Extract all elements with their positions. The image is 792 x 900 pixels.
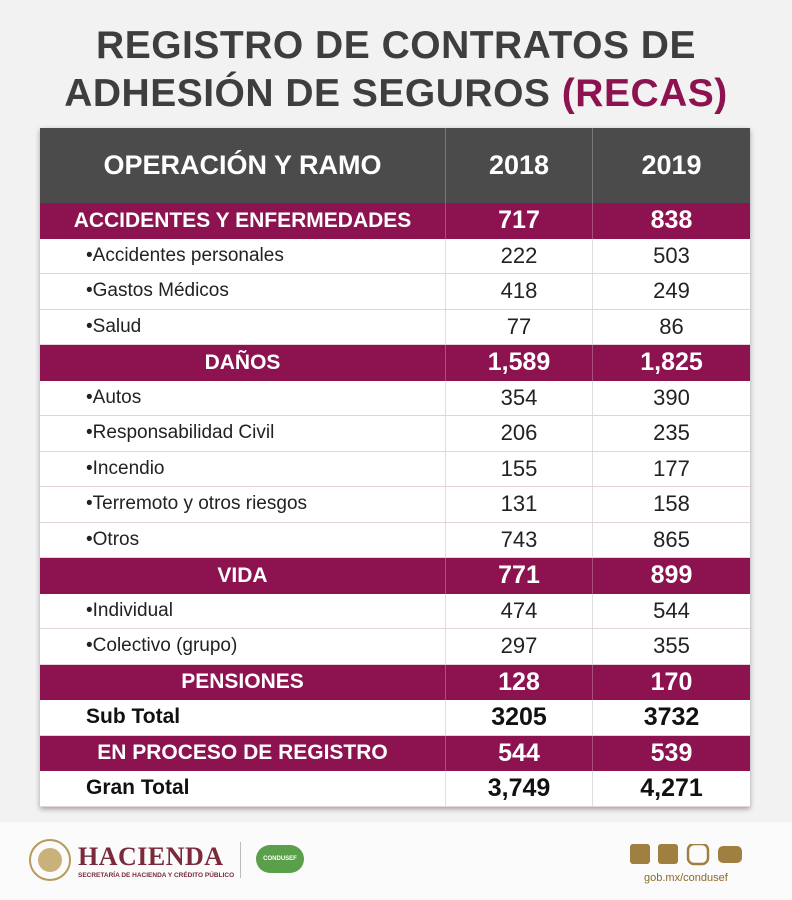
emblem — [29, 839, 71, 881]
cell-value: 297 — [445, 629, 592, 664]
cell-value: 474 — [445, 593, 592, 628]
title-highlight: (RECAS) — [561, 72, 728, 115]
item-row: •Gastos Médicos 418 249 — [40, 274, 750, 310]
item-row: •Responsabilidad Civil 206 235 — [40, 416, 750, 452]
cell-value: 86 — [592, 309, 750, 344]
cell-value: 838 — [592, 203, 750, 239]
section-row: EN PROCESO DE REGISTRO 544 539 — [40, 735, 750, 771]
item-row: •Individual 474 544 — [40, 593, 750, 629]
cell-value: 206 — [445, 416, 592, 451]
total-row: Sub Total 3205 3732 — [40, 700, 750, 736]
section-row: ACCIDENTES Y ENFERMEDADES 717 838 — [40, 203, 750, 239]
row-label: DAÑOS — [204, 350, 281, 374]
cell-value: 743 — [445, 522, 592, 557]
cell-value: 249 — [592, 274, 750, 309]
column-header: 2019 — [592, 128, 750, 203]
title-text: ADHESIÓN DE SEGUROS — [64, 72, 551, 115]
row-label: •Salud — [86, 315, 142, 337]
cell-value: 235 — [592, 416, 750, 451]
cell-value: 503 — [592, 238, 750, 273]
cell-value: 77 — [445, 309, 592, 344]
row-label: PENSIONES — [181, 670, 304, 694]
item-row: •Accidentes personales 222 503 — [40, 238, 750, 274]
column-header: OPERACIÓN Y RAMO — [103, 150, 382, 180]
item-row: •Otros 743 865 — [40, 522, 750, 558]
footer: HACIENDA SECRETARÍA DE HACIENDA Y CRÉDIT… — [0, 822, 792, 900]
row-label: •Colectivo (grupo) — [86, 635, 238, 657]
cell-value: 354 — [445, 380, 592, 415]
title-line: ADHESIÓN DE SEGUROS (RECAS) — [0, 70, 792, 118]
cell-value: 418 — [445, 274, 592, 309]
cell-value: 128 — [445, 664, 592, 700]
table: OPERACIÓN Y RAMO 2018 2019 ACCIDENTES Y ENF… — [40, 128, 750, 807]
cell-value: 717 — [445, 203, 592, 239]
cell-value: 544 — [592, 593, 750, 628]
item-row: •Colectivo (grupo) 297 355 — [40, 629, 750, 665]
row-label: •Gastos Médicos — [86, 280, 229, 302]
cell-value: 539 — [592, 735, 750, 771]
cell-value: 155 — [445, 451, 592, 486]
section-row: DAÑOS 1,589 1,825 — [40, 345, 750, 381]
row-label: •Accidentes personales — [86, 244, 284, 266]
cell-value: 1,825 — [592, 345, 750, 381]
row-label: •Responsabilidad Civil — [86, 422, 275, 444]
row-label: VIDA — [217, 563, 268, 587]
cell-value: 355 — [592, 629, 750, 664]
row-label: Sub Total — [86, 705, 181, 729]
row-label: •Terremoto y otros riesgos — [86, 493, 308, 515]
title: REGISTRO DE CONTRATOS DE ADHESIÓN DE SEG… — [0, 22, 792, 118]
item-row: •Salud 77 86 — [40, 309, 750, 345]
cell-value: 3,749 — [445, 771, 592, 806]
cell-value: 222 — [445, 238, 592, 273]
website: gob.mx/condusef — [644, 872, 728, 884]
cell-value: 865 — [592, 522, 750, 557]
cell-value: 1,589 — [445, 345, 592, 381]
section-row: VIDA 771 899 — [40, 558, 750, 594]
partner: CONDUSEF — [256, 845, 304, 873]
row-label: •Individual — [86, 599, 173, 621]
cell-value: 4,271 — [592, 771, 750, 806]
cell-value: 3205 — [445, 700, 592, 735]
cell-value: 158 — [592, 487, 750, 522]
cell-value: 3732 — [592, 700, 750, 735]
row-label: •Autos — [86, 386, 142, 408]
social-icons — [630, 844, 742, 866]
row-label: EN PROCESO DE REGISTRO — [97, 741, 388, 765]
divider — [240, 842, 241, 878]
item-row: •Autos 354 390 — [40, 380, 750, 416]
cell-value: 131 — [445, 487, 592, 522]
row-label: •Incendio — [86, 457, 165, 479]
cell-value: 170 — [592, 664, 750, 700]
header-row: OPERACIÓN Y RAMO 2018 2019 — [40, 128, 750, 203]
total-row: Gran Total 3,749 4,271 — [40, 771, 750, 807]
cell-value: 544 — [445, 735, 592, 771]
row-label: •Otros — [86, 528, 140, 550]
row-label: ACCIDENTES Y ENFERMEDADES — [73, 208, 412, 232]
row-label: Gran Total — [86, 776, 190, 800]
brand-sub: SECRETARÍA DE HACIENDA Y CRÉDITO PÚBLICO — [78, 872, 235, 879]
item-row: •Terremoto y otros riesgos 131 158 — [40, 487, 750, 523]
cell-value: 390 — [592, 380, 750, 415]
section-row: PENSIONES 128 170 — [40, 664, 750, 700]
cell-value: 771 — [445, 558, 592, 594]
brand: HACIENDA — [78, 842, 224, 871]
cell-value: 899 — [592, 558, 750, 594]
item-row: •Incendio 155 177 — [40, 451, 750, 487]
column-header: 2018 — [445, 128, 592, 203]
title-line: REGISTRO DE CONTRATOS DE — [96, 24, 696, 67]
cell-value: 177 — [592, 451, 750, 486]
